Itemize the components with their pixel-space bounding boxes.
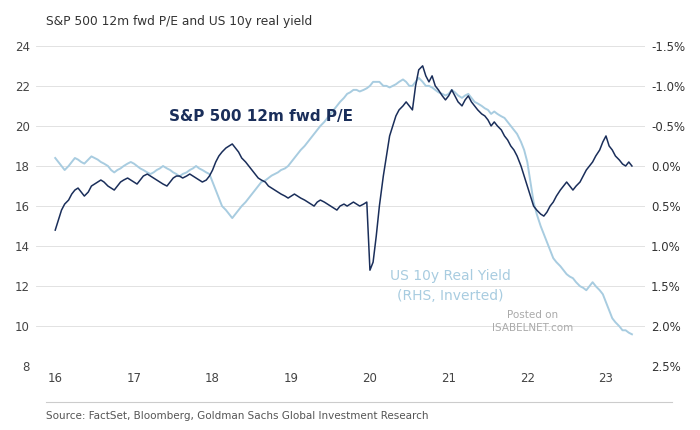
Text: US 10y Real Yield
(RHS, Inverted): US 10y Real Yield (RHS, Inverted): [390, 270, 510, 303]
Text: Source: FactSet, Bloomberg, Goldman Sachs Global Investment Research: Source: FactSet, Bloomberg, Goldman Sach…: [46, 411, 428, 421]
Text: S&P 500 12m fwd P/E: S&P 500 12m fwd P/E: [169, 109, 354, 124]
Text: Posted on
ISABELNET.com: Posted on ISABELNET.com: [492, 310, 573, 333]
Text: S&P 500 12m fwd P/E and US 10y real yield: S&P 500 12m fwd P/E and US 10y real yiel…: [46, 15, 312, 28]
